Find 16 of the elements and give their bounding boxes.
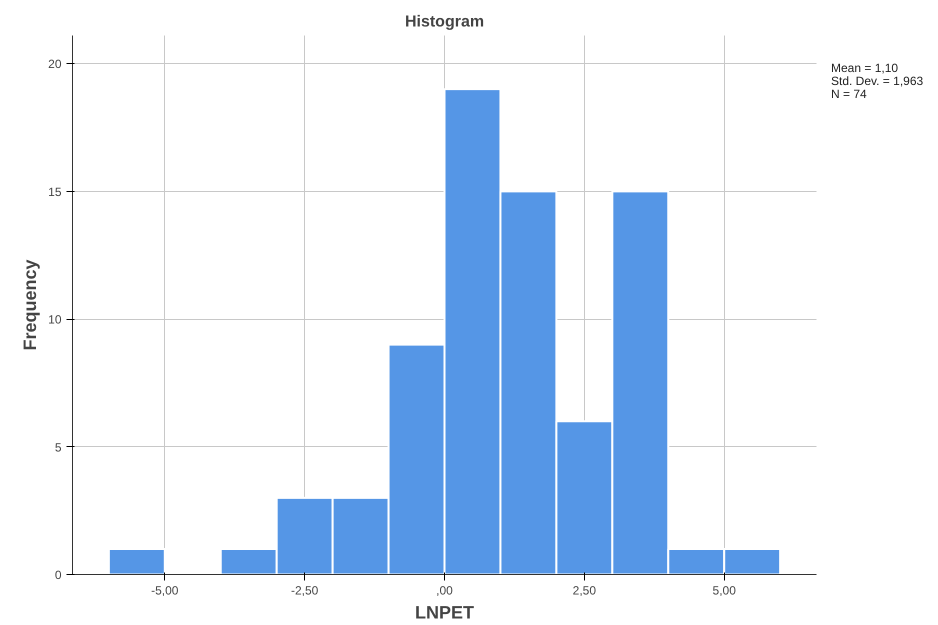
text: N = 74: [831, 87, 867, 101]
x-tick-label: -2,50: [290, 584, 319, 598]
y-axis-title: Frequency: [20, 259, 40, 351]
y-tick-label: 20: [48, 57, 62, 72]
x-tick-label: 2,50: [572, 584, 596, 598]
x-tick-label: 5,00: [712, 584, 736, 598]
y-tick-label: 5: [54, 440, 62, 454]
x-tick-label: -5,00: [151, 584, 179, 598]
x-axis-title: LNPET: [415, 602, 474, 622]
chart-title: Histogram: [404, 14, 484, 30]
text: Mean = 1,10: [831, 61, 898, 75]
x-tick-label: ,00: [436, 584, 454, 598]
y-tick-label: 10: [48, 312, 62, 327]
y-tick-label: 15: [48, 184, 62, 199]
y-tick-label: 0: [54, 568, 62, 582]
text: Std. Dev. = 1,963: [831, 74, 924, 88]
